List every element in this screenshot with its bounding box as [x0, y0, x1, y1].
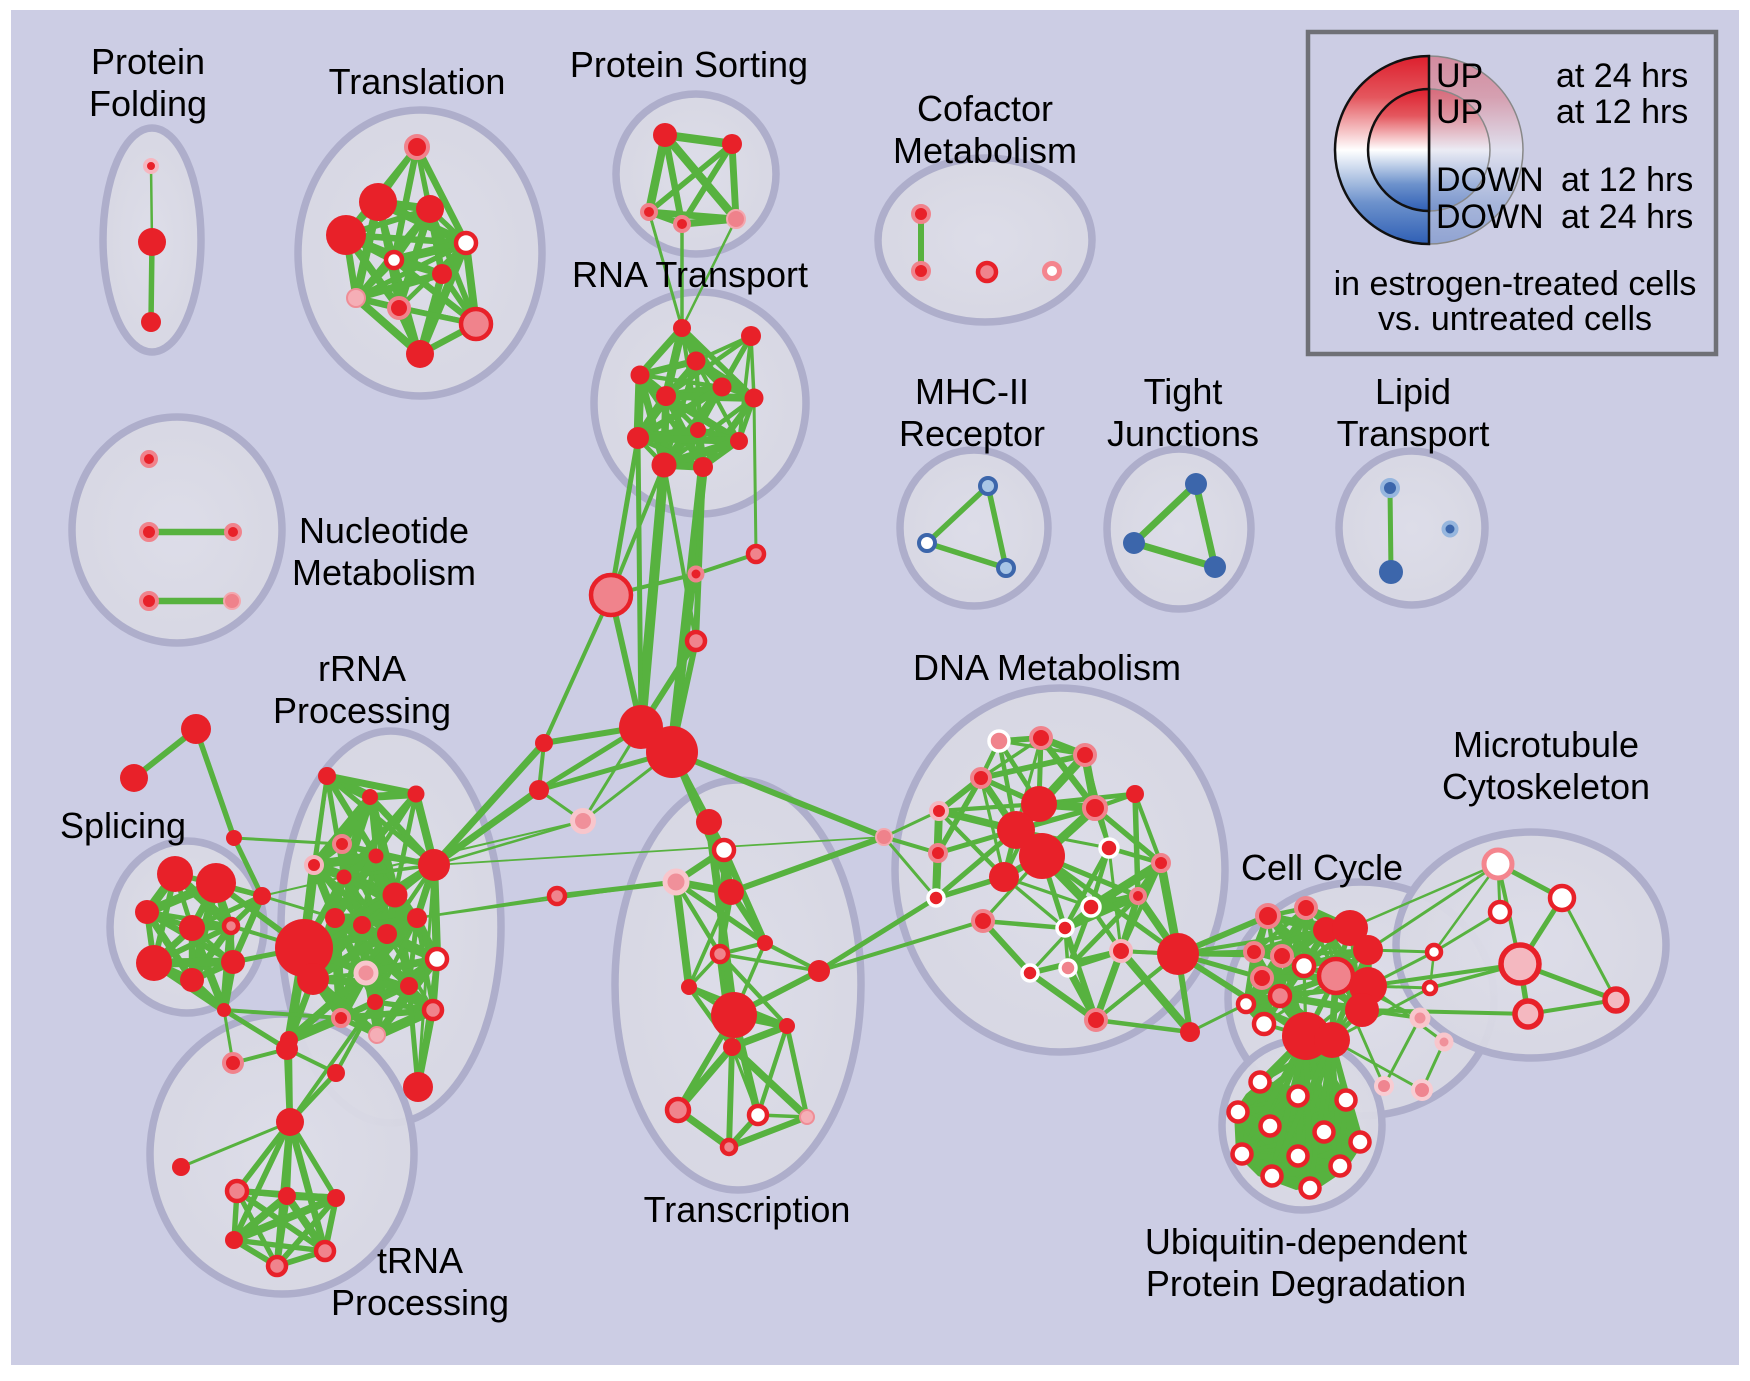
svg-text:Metabolism: Metabolism	[292, 552, 476, 593]
svg-text:MHC-II: MHC-II	[915, 371, 1029, 412]
svg-text:Protein: Protein	[91, 41, 205, 82]
svg-text:UP: UP	[1436, 57, 1483, 95]
svg-text:DOWN: DOWN	[1436, 198, 1544, 236]
svg-text:Cytoskeleton: Cytoskeleton	[1442, 766, 1650, 807]
svg-text:RNA Transport: RNA Transport	[572, 254, 808, 295]
svg-text:UP: UP	[1436, 93, 1483, 131]
svg-text:Nucleotide: Nucleotide	[299, 510, 469, 551]
svg-text:Junctions: Junctions	[1107, 413, 1259, 454]
svg-text:Folding: Folding	[89, 83, 207, 124]
svg-text:Cofactor: Cofactor	[917, 88, 1053, 129]
svg-text:Protein Sorting: Protein Sorting	[570, 44, 808, 85]
svg-text:at 12 hrs: at 12 hrs	[1561, 161, 1693, 199]
svg-text:Microtubule: Microtubule	[1453, 724, 1639, 765]
svg-text:rRNA: rRNA	[318, 648, 406, 689]
svg-text:Transcription: Transcription	[644, 1189, 851, 1230]
svg-text:at 12 hrs: at 12 hrs	[1556, 93, 1688, 131]
svg-text:Splicing: Splicing	[60, 805, 186, 846]
svg-text:at 24 hrs: at 24 hrs	[1556, 57, 1688, 95]
svg-text:Cell Cycle: Cell Cycle	[1241, 847, 1403, 888]
svg-text:in estrogen-treated cells: in estrogen-treated cells	[1334, 265, 1697, 303]
svg-text:Lipid: Lipid	[1375, 371, 1451, 412]
svg-text:Processing: Processing	[273, 690, 451, 731]
svg-text:at 24 hrs: at 24 hrs	[1561, 198, 1693, 236]
svg-text:Processing: Processing	[331, 1282, 509, 1323]
svg-text:vs. untreated cells: vs. untreated cells	[1378, 300, 1652, 338]
svg-text:tRNA: tRNA	[377, 1240, 463, 1281]
svg-text:Transport: Transport	[1337, 413, 1490, 454]
svg-text:DNA Metabolism: DNA Metabolism	[913, 647, 1181, 688]
svg-text:Translation: Translation	[329, 61, 506, 102]
svg-text:Metabolism: Metabolism	[893, 130, 1077, 171]
svg-text:Receptor: Receptor	[899, 413, 1045, 454]
svg-text:DOWN: DOWN	[1436, 161, 1544, 199]
svg-text:Tight: Tight	[1144, 371, 1223, 412]
svg-text:Protein Degradation: Protein Degradation	[1146, 1263, 1466, 1304]
svg-text:Ubiquitin-dependent: Ubiquitin-dependent	[1145, 1221, 1467, 1262]
